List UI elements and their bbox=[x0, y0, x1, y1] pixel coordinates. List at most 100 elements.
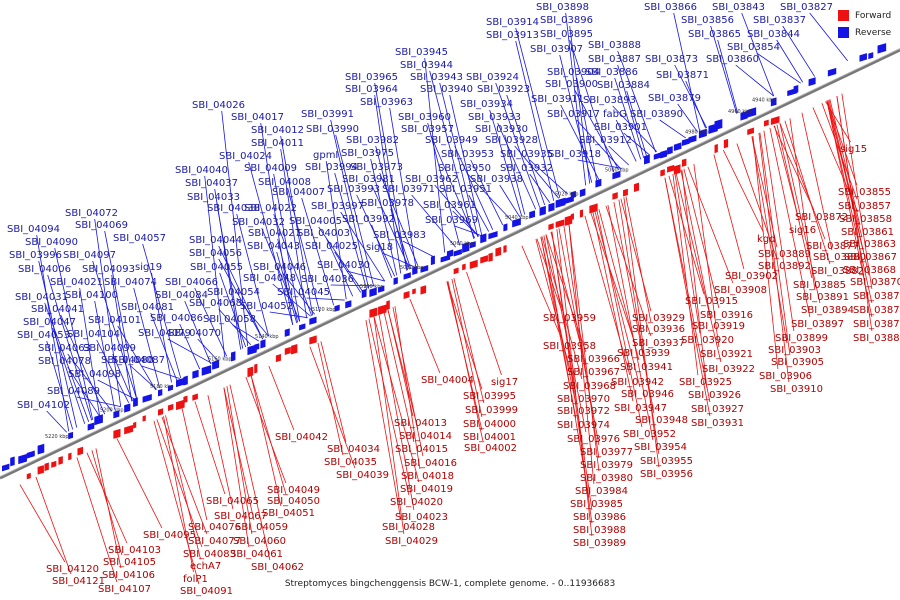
reverse-gene-arrow bbox=[18, 453, 27, 465]
reverse-gene-label: SBI_04058 bbox=[203, 314, 256, 325]
reverse-gene-arrow bbox=[595, 178, 602, 188]
forward-gene-label: SBI_03889 bbox=[758, 249, 811, 260]
forward-gene-label: SBI_03927 bbox=[691, 404, 744, 415]
reverse-gene-label: SBI_04037 bbox=[185, 178, 238, 189]
forward-gene-label: SBI_03915 bbox=[685, 296, 738, 307]
reverse-gene-label: SBI_04040 bbox=[175, 165, 228, 176]
reverse-leader-line bbox=[427, 122, 461, 246]
reverse-gene-label: SBI_03978 bbox=[361, 198, 414, 209]
reverse-leader-line bbox=[424, 57, 446, 253]
forward-gene-label: SBI_03903 bbox=[768, 345, 821, 356]
reverse-gene-arrow bbox=[877, 43, 887, 54]
reverse-leader-line bbox=[685, 80, 707, 129]
reverse-gene-label: SBI_03950 bbox=[438, 163, 491, 174]
forward-gene-arrow bbox=[51, 460, 57, 468]
reverse-leader-line bbox=[67, 353, 113, 412]
reverse-gene-label: SBI_04026 bbox=[192, 100, 245, 111]
reverse-leader-line bbox=[741, 12, 775, 97]
forward-gene-label: SBI_04028 bbox=[382, 522, 435, 533]
reverse-leader-line bbox=[615, 119, 637, 162]
forward-leader-line bbox=[165, 415, 201, 560]
reverse-gene-label: SBI_04031 bbox=[15, 292, 68, 303]
forward-leader-line bbox=[776, 124, 813, 279]
forward-gene-label: SBI_04060 bbox=[233, 536, 286, 547]
reverse-leader-line bbox=[60, 314, 106, 415]
forward-gene-label: SBI_03919 bbox=[692, 321, 745, 332]
forward-leader-line bbox=[681, 169, 708, 389]
forward-gene-arrow bbox=[564, 215, 573, 226]
scale-tick-label: 4960 kbp bbox=[728, 109, 752, 115]
forward-leader-line bbox=[829, 99, 861, 226]
reverse-gene-label: SBI_03886 bbox=[585, 67, 638, 78]
reverse-gene-label: SBI_03893 bbox=[583, 95, 636, 106]
reverse-gene-label: SBI_04056 bbox=[189, 248, 242, 259]
reverse-leader-line bbox=[390, 208, 412, 269]
reverse-leader-line bbox=[330, 284, 375, 287]
forward-leader-line bbox=[317, 342, 344, 456]
reverse-gene-label: SBI_03827 bbox=[780, 2, 833, 13]
reverse-gene-arrow bbox=[124, 403, 131, 413]
reverse-gene-label: SBI_04054 bbox=[207, 287, 260, 298]
forward-leader-line bbox=[668, 175, 705, 295]
forward-leader-line bbox=[801, 112, 833, 251]
forward-gene-arrow bbox=[386, 300, 390, 310]
forward-gene-label: SBI_03966 bbox=[567, 354, 620, 365]
reverse-gene-label: SBI_03911 bbox=[531, 94, 584, 105]
forward-gene-label: SBI_03857 bbox=[838, 201, 891, 212]
forward-gene-arrow bbox=[167, 403, 174, 411]
forward-leader-line bbox=[229, 384, 271, 561]
reverse-gene-arrow bbox=[420, 265, 429, 273]
reverse-gene-label: SBI_04104 bbox=[67, 329, 120, 340]
reverse-gene-label: SBI_03983 bbox=[373, 230, 426, 241]
reverse-gene-label: SBI_03934 bbox=[460, 99, 513, 110]
reverse-gene-arrow bbox=[488, 231, 498, 240]
reverse-gene-label: SBI_04093 bbox=[82, 264, 135, 275]
forward-gene-label: SBI_03939 bbox=[617, 348, 670, 359]
forward-gene-labels: sig15 SBI_03855 SBI_03857SBI_03872SBI_0385… bbox=[46, 144, 900, 597]
reverse-gene-arrow bbox=[480, 233, 487, 244]
forward-gene-label: SBI_03989 bbox=[573, 538, 626, 549]
reverse-gene-label: SBI_04068 bbox=[189, 298, 242, 309]
reverse-leader-line bbox=[334, 251, 362, 293]
forward-gene-arrow bbox=[723, 138, 729, 149]
reverse-leader-line bbox=[782, 25, 816, 77]
forward-gene-label: SBI_04034 bbox=[327, 444, 380, 455]
forward-gene-arrow bbox=[378, 304, 387, 316]
forward-gene-label: SBI_03894 bbox=[801, 305, 854, 316]
forward-leader-line bbox=[779, 122, 826, 240]
reverse-gene-arrow bbox=[430, 255, 435, 266]
reverse-gene-label: SBI_04084 bbox=[155, 290, 208, 301]
reverse-leader-line bbox=[218, 308, 251, 346]
forward-gene-label: SBI_04000 bbox=[463, 419, 516, 430]
reverse-gene-arrow bbox=[10, 456, 15, 467]
reverse-leader-line bbox=[614, 77, 642, 160]
reverse-leader-line bbox=[468, 194, 490, 232]
reverse-gene-label: SBI_04008 bbox=[258, 177, 311, 188]
forward-gene-label: SBI_03925 bbox=[679, 377, 732, 388]
forward-gene-arrow bbox=[570, 213, 574, 221]
forward-gene-label: SBI_03954 bbox=[634, 442, 687, 453]
forward-leader-line bbox=[373, 316, 405, 535]
forward-gene-label: SBI_03897 bbox=[791, 319, 844, 330]
forward-gene-arrow bbox=[176, 399, 185, 411]
reverse-leader-line bbox=[735, 64, 774, 97]
reverse-leader-line bbox=[515, 40, 555, 201]
reverse-leader-line bbox=[454, 225, 481, 236]
reverse-leader-line bbox=[216, 202, 244, 349]
reverse-gene-arrow bbox=[770, 97, 777, 107]
reverse-gene-label: SBI_04044 bbox=[189, 235, 242, 246]
reverse-gene-label: SBI_03923 bbox=[477, 84, 530, 95]
forward-leader-line bbox=[568, 223, 600, 472]
reverse-leader-line bbox=[277, 238, 299, 323]
reverse-leader-line bbox=[306, 297, 345, 301]
forward-leader-line bbox=[368, 318, 410, 496]
scale-tick-label: 5000 kbp bbox=[605, 168, 629, 174]
reverse-gene-label: SBI_03837 bbox=[753, 15, 806, 26]
reverse-gene-label: SBI_04012 bbox=[251, 125, 304, 136]
reverse-gene-arrow bbox=[681, 138, 690, 146]
reverse-leader-line bbox=[194, 287, 228, 357]
reverse-gene-arrow bbox=[158, 388, 163, 397]
reverse-leader-line bbox=[382, 252, 415, 268]
reverse-gene-label: SBI_03982 bbox=[346, 135, 399, 146]
